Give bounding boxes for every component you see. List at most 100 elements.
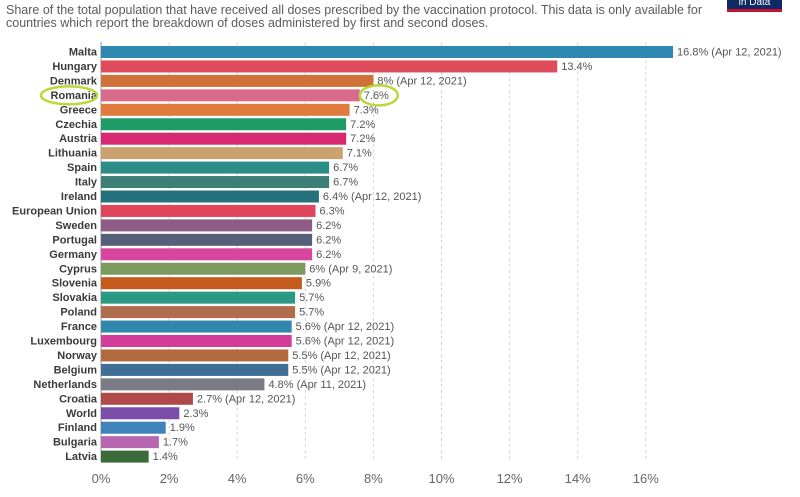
category-label: Belgium xyxy=(54,364,98,376)
x-tick-label: 0% xyxy=(92,471,111,486)
category-label: Cyprus xyxy=(59,263,97,275)
highlight-layer xyxy=(39,84,400,107)
value-label: 7.3% xyxy=(354,104,379,116)
bar-croatia[interactable] xyxy=(101,392,193,405)
bar-finland[interactable] xyxy=(101,421,166,434)
category-label: Romania xyxy=(51,90,98,102)
value-label: 13.4% xyxy=(561,61,592,73)
bar-czechia[interactable] xyxy=(101,118,347,131)
category-label: Netherlands xyxy=(33,379,97,391)
x-axis-ticks: 0% 2% 4% 6% 8% 10% 12% 14% 16% xyxy=(92,471,660,486)
x-tick-label: 6% xyxy=(296,471,315,486)
value-label: 6.4% (Apr 12, 2021) xyxy=(323,191,421,203)
x-tick-label: 16% xyxy=(633,471,659,486)
category-label: Latvia xyxy=(65,451,98,463)
category-label: Bulgaria xyxy=(53,437,98,449)
bar-norway[interactable] xyxy=(101,349,289,362)
value-label: 6.3% xyxy=(320,205,345,217)
value-label: 5.9% xyxy=(306,278,331,290)
value-label: 6% (Apr 9, 2021) xyxy=(309,263,392,275)
bar-malta[interactable] xyxy=(101,46,674,58)
value-label: 16.8% (Apr 12, 2021) xyxy=(677,47,782,59)
value-label: 8% (Apr 12, 2021) xyxy=(377,75,466,87)
bar-germany[interactable] xyxy=(101,248,313,261)
bar-slovakia[interactable] xyxy=(101,291,296,304)
value-label: 6.2% xyxy=(316,220,341,232)
category-label: Denmark xyxy=(50,75,98,87)
value-label: 5.5% (Apr 12, 2021) xyxy=(292,350,390,362)
bar-austria[interactable] xyxy=(101,132,347,145)
value-label: 2.7% (Apr 12, 2021) xyxy=(197,393,295,405)
x-tick-label: 8% xyxy=(364,471,383,486)
category-label: Ireland xyxy=(61,191,97,203)
category-label: Austria xyxy=(59,133,98,145)
category-label: Malta xyxy=(69,47,98,59)
bar-ireland[interactable] xyxy=(101,190,319,203)
value-label: 7.6% xyxy=(364,90,389,102)
value-label: 5.6% (Apr 12, 2021) xyxy=(296,321,394,333)
bar-romania[interactable] xyxy=(101,89,360,102)
bar-sweden[interactable] xyxy=(101,219,313,232)
bar-netherlands[interactable] xyxy=(101,378,265,391)
value-label: 7.2% xyxy=(350,133,375,145)
x-tick-label: 4% xyxy=(228,471,247,486)
bar-latvia[interactable] xyxy=(101,450,149,463)
brand-logo-badge[interactable]: in Data xyxy=(727,0,782,12)
category-label: Germany xyxy=(49,249,98,261)
bar-italy[interactable] xyxy=(101,176,330,189)
category-label: Sweden xyxy=(55,220,97,232)
bar-lithuania[interactable] xyxy=(101,147,343,160)
bar-spain[interactable] xyxy=(101,161,330,174)
category-label: Luxembourg xyxy=(30,336,97,348)
bar-european-union[interactable] xyxy=(101,204,316,217)
category-label: Slovakia xyxy=(52,292,98,304)
category-label: Portugal xyxy=(52,234,97,246)
value-label: 6.2% xyxy=(316,249,341,261)
bar-belgium[interactable] xyxy=(101,363,289,376)
value-label: 6.7% xyxy=(333,162,358,174)
value-label: 5.6% (Apr 12, 2021) xyxy=(296,336,394,348)
value-label: 6.7% xyxy=(333,177,358,189)
category-label: Spain xyxy=(67,162,97,174)
value-label: 7.2% xyxy=(350,119,375,131)
category-label: Lithuania xyxy=(48,148,98,160)
category-label: France xyxy=(61,321,97,333)
highlight-circle-value xyxy=(358,84,400,107)
bars-layer xyxy=(101,46,674,463)
category-label: World xyxy=(66,408,97,420)
bar-cyprus[interactable] xyxy=(101,262,306,275)
value-label: 1.9% xyxy=(170,422,195,434)
value-label: 7.1% xyxy=(347,148,372,160)
x-tick-label: 14% xyxy=(565,471,591,486)
chart-subtitle: Share of the total population that have … xyxy=(6,3,703,30)
bar-poland[interactable] xyxy=(101,306,296,319)
bar-slovenia[interactable] xyxy=(101,277,302,290)
labels-layer: Malta 16.8% (Apr 12, 2021) Hungary 13.4% Den… xyxy=(12,47,782,464)
category-label: European Union xyxy=(12,205,97,217)
x-tick-label: 2% xyxy=(160,471,179,486)
x-tick-label: 10% xyxy=(428,471,454,486)
value-label: 5.7% xyxy=(299,307,324,319)
bar-france[interactable] xyxy=(101,320,292,333)
category-label: Greece xyxy=(60,104,97,116)
value-label: 2.3% xyxy=(183,408,208,420)
value-label: 4.8% (Apr 11, 2021) xyxy=(268,379,366,391)
highlight-circle-category xyxy=(39,85,99,106)
bar-greece[interactable] xyxy=(101,103,350,116)
bar-hungary[interactable] xyxy=(101,60,558,73)
value-label: 6.2% xyxy=(316,234,341,246)
category-label: Finland xyxy=(58,422,97,434)
category-label: Poland xyxy=(60,307,97,319)
value-label: 5.5% (Apr 12, 2021) xyxy=(292,364,390,376)
bar-portugal[interactable] xyxy=(101,233,313,246)
value-label: 1.7% xyxy=(163,437,188,449)
category-label: Czechia xyxy=(55,119,97,131)
bar-world[interactable] xyxy=(101,407,180,420)
bar-denmark[interactable] xyxy=(101,74,374,87)
category-label: Slovenia xyxy=(52,278,98,290)
category-label: Hungary xyxy=(52,61,98,73)
bar-bulgaria[interactable] xyxy=(101,436,159,449)
bar-luxembourg[interactable] xyxy=(101,335,292,347)
value-label: 5.7% xyxy=(299,292,324,304)
